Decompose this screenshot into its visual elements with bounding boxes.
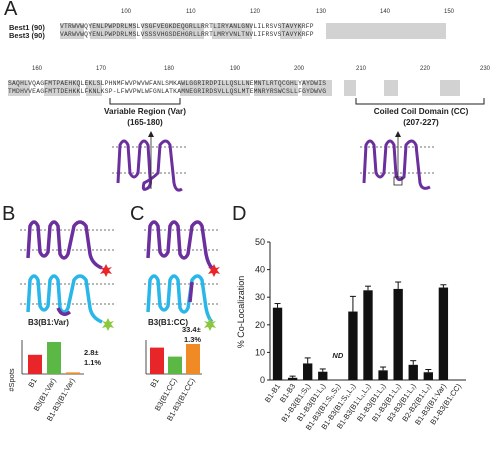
panel-d-bar: [438, 287, 449, 380]
panel-c-construct-label: B3(B1:CC): [148, 318, 188, 327]
tick-number: 230: [480, 66, 491, 72]
red-fluorophore-icon: [100, 264, 112, 277]
panel-d-bar: [423, 372, 433, 380]
panel-d-chart: % Co-Localization 01020304050B1-B1B1-B3B…: [236, 237, 466, 432]
tick-number: 130: [316, 9, 327, 15]
tick-number: 190: [230, 66, 241, 72]
tick-number: 220: [420, 66, 431, 72]
panel-d-ytick-label: 20: [255, 320, 265, 330]
panel-b-diagram: [20, 220, 115, 331]
panel-c-bar: [150, 347, 164, 374]
red-fluorophore-icon: [208, 264, 220, 277]
tick-number: 100: [121, 9, 132, 15]
tick-number: 110: [186, 9, 196, 15]
best3-sequence-2: TMDHVVEAGFMTTDEHKKLFKNLKSP-LFWVPWLWFGNLA…: [8, 88, 327, 95]
panel-d-bar: [272, 307, 283, 380]
tick-number: 160: [32, 66, 43, 72]
topology-cc-diagram: [360, 131, 436, 190]
panel-b-bar: [28, 354, 42, 374]
tick-number: 180: [164, 66, 175, 72]
cc-region-title: Coiled Coil Domain (CC): [373, 107, 469, 116]
shade-block2-h: [384, 80, 398, 96]
panel-d-bar: [393, 288, 403, 380]
best1-sequence-2: SAQHLVQAGFMTPAEHKQLEKLSLPHNMFWVPWVWFANLS…: [8, 80, 327, 87]
panel-d-ylabel: % Co-Localization: [236, 276, 246, 349]
panel-d-bar: [363, 290, 373, 380]
green-fluorophore-icon: [204, 318, 216, 331]
tick-number: 120: [250, 9, 261, 15]
panel-d-nd-label: ND: [332, 351, 343, 360]
panel-letter-d: D: [232, 203, 247, 225]
panel-letter-c: C: [130, 203, 145, 225]
b1-topology-c: [144, 220, 220, 277]
panel-c-annotation-2: 1.3%: [184, 335, 201, 344]
b3-var-topology: [20, 274, 115, 331]
panel-d-bar: [303, 363, 313, 380]
region-brackets: [109, 98, 485, 105]
tick-number: 210: [356, 66, 367, 72]
shade-block1-f: [326, 23, 446, 39]
shade-block2-a: [8, 80, 30, 96]
panel-b-ylabel: #Spots: [7, 368, 16, 392]
panel-c-annotation-1: 33.4±: [182, 325, 201, 334]
shade-block1-a: [60, 23, 84, 39]
shade-block2-e: [254, 80, 298, 96]
cc-region-bracket: [355, 98, 485, 105]
panel-d-ytick-label: 50: [255, 237, 265, 247]
panel-d-bar: [318, 371, 328, 380]
var-region-bracket: [109, 98, 181, 105]
topology-var-diagram: [112, 131, 188, 192]
panel-b-construct-label: B3(B1:Var): [28, 318, 69, 327]
b3-cc-topology: [144, 274, 219, 331]
panel-c-tick-label: B1: [148, 377, 160, 389]
cc-region-range: (207-227): [403, 118, 439, 127]
panel-d-bar: [348, 311, 358, 380]
best1-sequence-1: VTRWVWQYENLPWPDRLMSLVSGFVEGKDEQGRLLRRTLI…: [60, 23, 314, 30]
best1-label: Best1 (90): [9, 23, 45, 32]
panel-letter-b: B: [2, 203, 16, 225]
best3-label: Best3 (90): [9, 31, 45, 40]
tick-number: 150: [444, 9, 455, 15]
var-region-range: (165-180): [127, 118, 163, 127]
shade-block2-f: [302, 80, 332, 96]
panel-c-bar: [186, 344, 200, 374]
shade-block1-b: [90, 23, 136, 39]
shade-block2-c: [86, 80, 102, 96]
panel-b-chart: #Spots 2.8± 1.1% B1B3(B1:Var)B1-B3(B1:Va…: [7, 340, 101, 423]
shade-block1-d: [212, 23, 252, 39]
panel-b-bar: [47, 342, 61, 374]
panel-b-bar: [66, 372, 80, 374]
panel-d-bar: [408, 364, 418, 380]
panel-d-ytick-label: 0: [260, 375, 265, 385]
panel-b-tick-label: B1: [26, 377, 38, 389]
panel-b-annotation-1: 2.8±: [84, 348, 99, 357]
panel-d-bar: [287, 377, 298, 380]
tick-number: 170: [96, 66, 107, 72]
panel-d-ytick-label: 10: [255, 347, 265, 357]
shade-block2-d: [180, 80, 250, 96]
panel-letter-a: A: [4, 0, 18, 20]
panel-d-bar: [378, 370, 388, 380]
shade-block1-c: [142, 23, 204, 39]
shade-block2-i: [440, 80, 460, 96]
shade-block2-g: [344, 80, 356, 96]
panel-c-diagram: [144, 220, 220, 331]
var-region-title: Variable Region (Var): [104, 107, 186, 116]
shade-block2-b: [44, 80, 80, 96]
green-fluorophore-icon: [102, 318, 114, 331]
panel-d-ytick-label: 40: [255, 265, 265, 275]
panel-c-bar: [168, 356, 182, 374]
shade-block1-e: [280, 23, 302, 39]
panel-d-ytick-label: 30: [255, 292, 265, 302]
tick-number: 140: [380, 9, 391, 15]
b1-topology: [20, 220, 115, 277]
best3-sequence-1: VARWVWQYENLPWPDRLMSLVSSSVHGSDEHGRLLRRTLM…: [60, 31, 314, 38]
tick-number: 200: [294, 66, 305, 72]
panel-b-annotation-2: 1.1%: [84, 358, 101, 367]
